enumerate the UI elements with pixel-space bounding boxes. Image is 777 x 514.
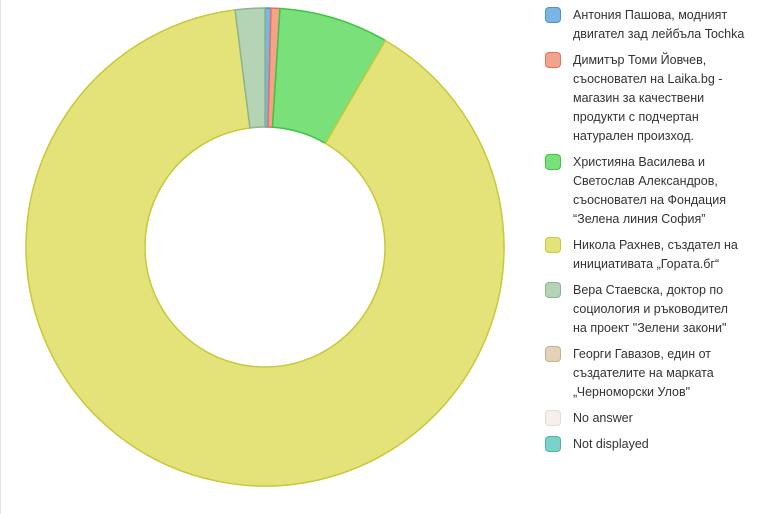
- legend-item-6[interactable]: Георги Гавазов, един от създателите на м…: [545, 345, 745, 402]
- legend: Антония Пашова, модният двигател зад лей…: [545, 6, 745, 461]
- legend-item-3[interactable]: Християна Василева и Светослав Александр…: [545, 153, 745, 229]
- legend-label: Никола Рахнев, създател на инициативата …: [573, 238, 738, 271]
- legend-label: Not displayed: [573, 437, 649, 451]
- legend-label: Християна Василева и Светослав Александр…: [573, 155, 727, 226]
- legend-swatch: [545, 436, 561, 452]
- legend-item-5[interactable]: Вера Стаевска, доктор по социология и ръ…: [545, 281, 745, 338]
- legend-swatch: [545, 410, 561, 426]
- legend-swatch: [545, 154, 561, 170]
- legend-item-7[interactable]: No answer: [545, 409, 745, 428]
- legend-swatch: [545, 237, 561, 253]
- legend-item-4[interactable]: Никола Рахнев, създател на инициативата …: [545, 236, 745, 274]
- legend-swatch: [545, 282, 561, 298]
- donut-slice-4[interactable]: [25, 9, 505, 487]
- legend-label: No answer: [573, 411, 633, 425]
- legend-item-1[interactable]: Антония Пашова, модният двигател зад лей…: [545, 6, 745, 44]
- legend-item-8[interactable]: Not displayed: [545, 435, 745, 454]
- legend-swatch: [545, 346, 561, 362]
- legend-swatch: [545, 7, 561, 23]
- legend-swatch: [545, 52, 561, 68]
- legend-label: Вера Стаевска, доктор по социология и ръ…: [573, 283, 728, 335]
- donut-chart: [25, 7, 505, 487]
- donut-slice-5[interactable]: [234, 7, 266, 129]
- legend-label: Димитър Томи Йовчев, съосновател на Laik…: [573, 53, 723, 143]
- legend-item-2[interactable]: Димитър Томи Йовчев, съосновател на Laik…: [545, 51, 745, 146]
- legend-label: Георги Гавазов, един от създателите на м…: [573, 347, 714, 399]
- legend-label: Антония Пашова, модният двигател зад лей…: [573, 8, 745, 41]
